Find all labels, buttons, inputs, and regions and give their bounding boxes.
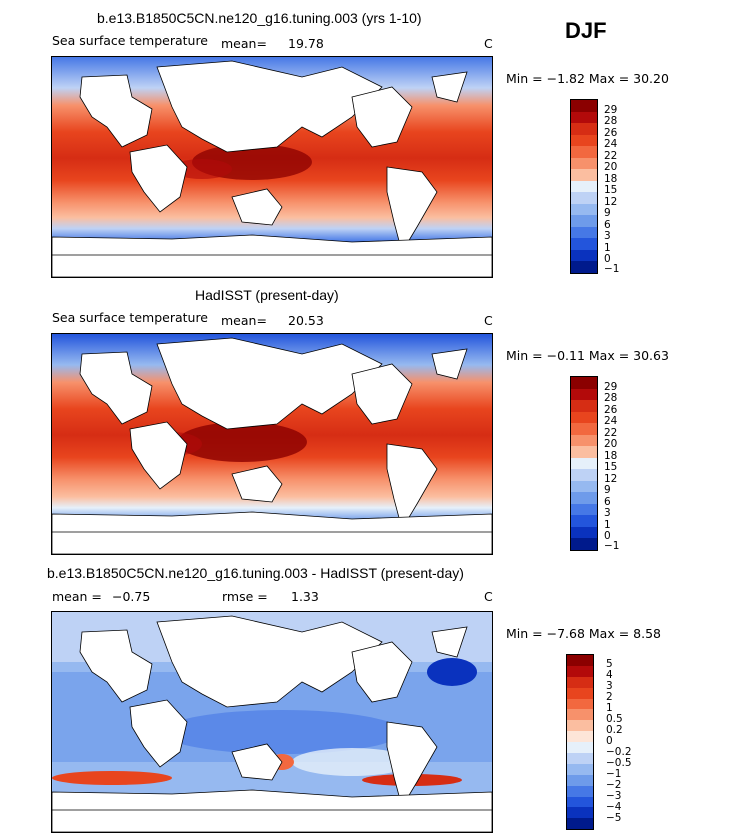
- panel1-colorbar: [570, 99, 598, 274]
- panel1-minmax: Min = −1.82 Max = 30.20: [506, 71, 669, 86]
- panel3-units: C: [484, 589, 493, 604]
- cbar-tick: 9: [604, 207, 611, 219]
- cbar-tick: 18: [604, 173, 618, 185]
- cbar-tick: 0: [604, 530, 611, 542]
- cbar-tick: 26: [604, 404, 618, 416]
- cbar-tick: −1: [606, 768, 622, 780]
- cbar-tick: 22: [604, 427, 618, 439]
- cbar-tick: 0.5: [606, 713, 623, 725]
- panel2-mean-label: mean=: [221, 313, 267, 328]
- cbar-tick: 3: [604, 230, 611, 242]
- cbar-tick: 9: [604, 484, 611, 496]
- cbar-tick: 29: [604, 381, 618, 393]
- panel1-units: C: [484, 36, 493, 51]
- panel1-map: [51, 56, 493, 278]
- cbar-tick: −0.2: [606, 746, 632, 758]
- cbar-tick: 6: [604, 496, 611, 508]
- cbar-tick: 0: [604, 253, 611, 265]
- panel3-colorbar: [566, 654, 594, 830]
- cbar-tick: 28: [604, 392, 618, 404]
- cbar-tick: 24: [604, 415, 618, 427]
- cbar-tick: −5: [606, 812, 622, 824]
- cbar-tick: 1: [606, 702, 613, 714]
- panel2-minmax: Min = −0.11 Max = 30.63: [506, 348, 669, 363]
- panel1-title: b.e13.B1850C5CN.ne120_g16.tuning.003 (yr…: [97, 10, 422, 26]
- cbar-tick: 24: [604, 138, 618, 150]
- season-label: DJF: [565, 18, 607, 43]
- cbar-tick: 15: [604, 184, 618, 196]
- panel2-variable: Sea surface temperature: [52, 310, 208, 325]
- panel3-mean-value: −0.75: [112, 589, 151, 604]
- cbar-tick: 28: [604, 115, 618, 127]
- cbar-tick: −1: [604, 263, 620, 275]
- cbar-tick: 4: [606, 669, 613, 681]
- cbar-tick: −1: [604, 540, 620, 552]
- panel2-mean-value: 20.53: [288, 313, 324, 328]
- panel3-rmse-value: 1.33: [291, 589, 319, 604]
- cbar-tick: 12: [604, 473, 618, 485]
- panel2-units: C: [484, 313, 493, 328]
- panel2-colorbar: [570, 376, 598, 551]
- cbar-tick: 5: [606, 658, 613, 670]
- cbar-tick: 3: [606, 680, 613, 692]
- cbar-tick: 20: [604, 438, 618, 450]
- cbar-tick: −2: [606, 779, 622, 791]
- cbar-tick: 15: [604, 461, 618, 473]
- cbar-tick: 1: [604, 519, 611, 531]
- panel1-mean-value: 19.78: [288, 36, 324, 51]
- panel3-mean-label: mean =: [52, 589, 102, 604]
- cbar-tick: 2: [606, 691, 613, 703]
- cbar-tick: 20: [604, 161, 618, 173]
- panel2-map: [51, 333, 493, 555]
- cbar-tick: 26: [604, 127, 618, 139]
- panel3-map: [51, 611, 493, 833]
- panel3-minmax: Min = −7.68 Max = 8.58: [506, 626, 661, 641]
- panel1-variable: Sea surface temperature: [52, 33, 208, 48]
- panel1-mean-label: mean=: [221, 36, 267, 51]
- cbar-tick: 6: [604, 219, 611, 231]
- panel3-rmse-label: rmse =: [222, 589, 268, 604]
- cbar-tick: 3: [604, 507, 611, 519]
- panel2-title: HadISST (present-day): [195, 287, 339, 303]
- cbar-tick: 0: [606, 735, 613, 747]
- cbar-tick: −4: [606, 801, 622, 813]
- cbar-tick: 0.2: [606, 724, 623, 736]
- cbar-tick: 12: [604, 196, 618, 208]
- cbar-tick: 1: [604, 242, 611, 254]
- cbar-tick: 22: [604, 150, 618, 162]
- cbar-tick: 29: [604, 104, 618, 116]
- panel3-title: b.e13.B1850C5CN.ne120_g16.tuning.003 - H…: [47, 565, 464, 581]
- cbar-tick: −0.5: [606, 757, 632, 769]
- cbar-tick: 18: [604, 450, 618, 462]
- cbar-tick: −3: [606, 790, 622, 802]
